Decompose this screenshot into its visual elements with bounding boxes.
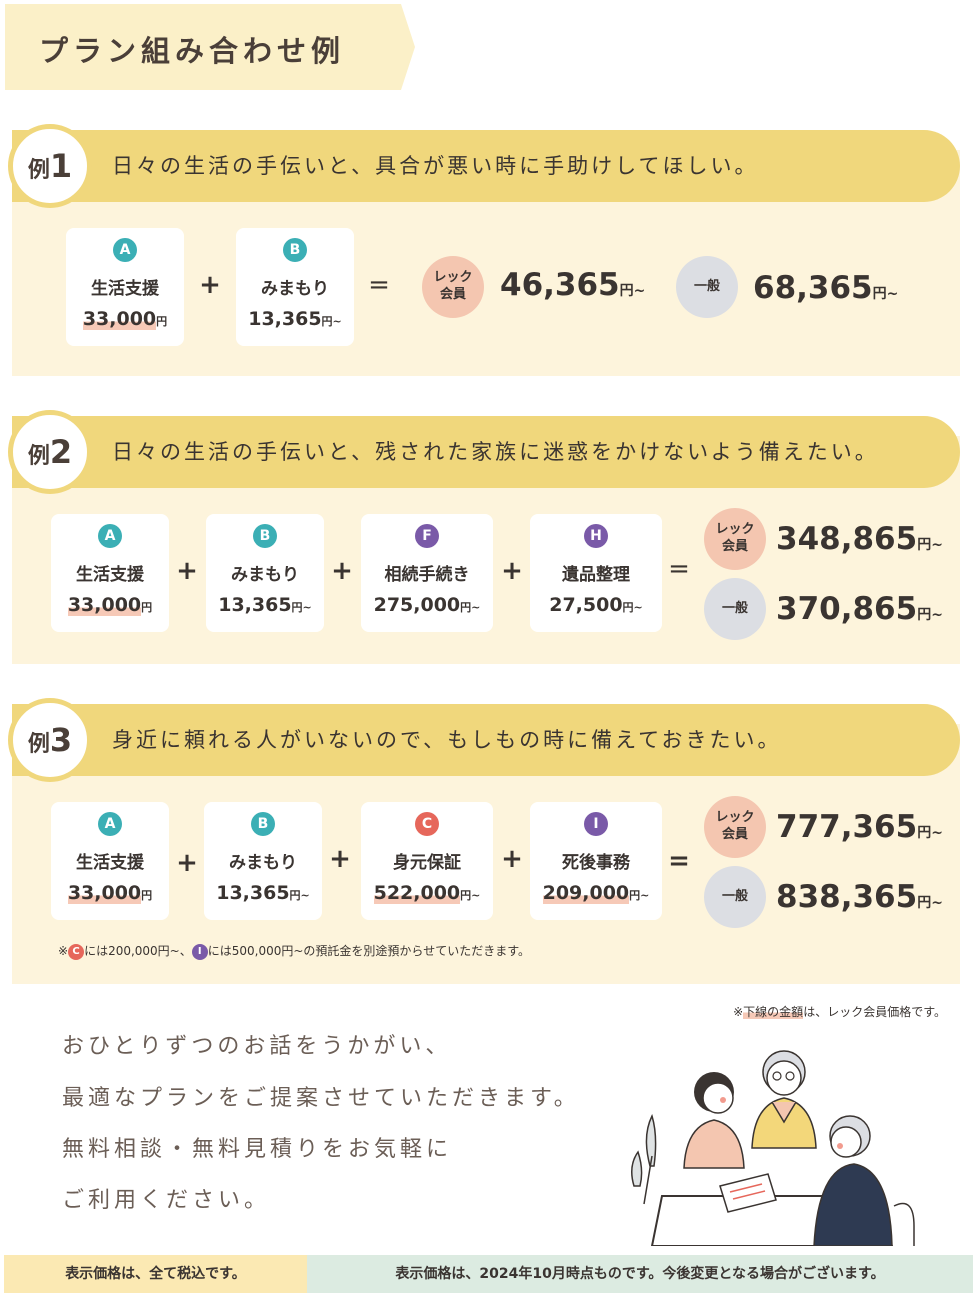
plan-name: 遺品整理 [562, 565, 630, 585]
plan-card-f: F 相続手続き 275,000円~ [361, 514, 493, 632]
example-3-header: 身近に頼れる人がいないので、もしもの時に備えておきたい。 [12, 704, 960, 776]
plan-name: みまもり [231, 565, 299, 585]
plus-sign: + [501, 556, 523, 586]
page-title: プラン組み合わせ例 [39, 34, 346, 68]
plan-badge-f: F [415, 524, 439, 548]
plan-price: 33,000円 [82, 308, 168, 330]
plan-badge-i: I [584, 812, 608, 836]
plan-badge-c: C [415, 812, 439, 836]
underline-note: ※下線の金額は、レック会員価格です。 [733, 1005, 946, 1019]
plan-price: 275,000円~ [373, 594, 481, 616]
plan-card-b: B みまもり 13,365円~ [236, 228, 354, 346]
example-3-badge: 例3 [8, 698, 92, 782]
plan-name: 生活支援 [91, 279, 159, 299]
example-1-badge: 例1 [8, 124, 92, 208]
plan-badge-h: H [584, 524, 608, 548]
equals-sign: = [368, 270, 390, 300]
example-2-section: 日々の生活の手伝いと、残された家族に迷惑をかけないよう備えたい。 例2 A 生活… [8, 410, 960, 664]
plan-badge-a: A [98, 812, 122, 836]
plan-price: 27,500円~ [549, 594, 643, 616]
example-number: 2 [49, 433, 73, 471]
member-price-label: レック 会員 [704, 508, 766, 570]
general-price-label: 一般 [704, 866, 766, 928]
plus-sign: + [331, 556, 353, 586]
equals-sign: = [668, 554, 690, 584]
plan-price: 13,365円~ [218, 594, 312, 616]
mini-badge-i: I [191, 943, 208, 960]
message-line-2: 最適なプランをご提案させていただきます。 [62, 1086, 580, 1111]
plus-sign: + [176, 556, 198, 586]
consultation-illustration [622, 1036, 922, 1247]
plan-name: 生活支援 [76, 565, 144, 585]
example-2-text: 日々の生活の手伝いと、残された家族に迷惑をかけないよう備えたい。 [112, 440, 879, 464]
example-1-text: 日々の生活の手伝いと、具合が悪い時に手助けしてほしい。 [112, 154, 759, 178]
plan-badge-b: B [253, 524, 277, 548]
plan-card-a: A 生活支援 33,000円 [51, 802, 169, 920]
plan-name: 相続手続き [384, 565, 470, 585]
example-label: 例 [27, 444, 50, 469]
deposit-note: ※ C には200,000円~、 I には500,000円~の預託金を別途預からせていた… [58, 943, 530, 960]
member-total: 777,365円~ [776, 809, 943, 845]
example-3-section: 身近に頼れる人がいないので、もしもの時に備えておきたい。 例3 A 生活支援 3… [8, 698, 960, 984]
plan-card-c: C 身元保証 522,000円~ [361, 802, 493, 920]
mini-badge-c: C [68, 943, 85, 960]
title-banner-shape [5, 4, 415, 90]
plan-card-h: H 遺品整理 27,500円~ [530, 514, 662, 632]
plus-sign: + [176, 848, 198, 878]
member-total: 348,865円~ [776, 521, 943, 557]
equals-sign: = [668, 846, 690, 876]
plan-card-b: B みまもり 13,365円~ [204, 802, 322, 920]
general-price-label: 一般 [676, 256, 738, 318]
footer-tax-note: 表示価格は、全て税込です。 [4, 1255, 307, 1293]
plan-badge-a: A [98, 524, 122, 548]
member-price-label: レック 会員 [704, 796, 766, 858]
plan-price: 33,000円 [67, 594, 153, 616]
plan-name: 身元保証 [393, 853, 461, 873]
plan-name: みまもり [229, 853, 297, 873]
footer-date-note: 表示価格は、2024年10月時点ものです。今後変更となる場合がございます。 [307, 1255, 973, 1293]
plan-price: 13,365円~ [216, 882, 310, 904]
member-price-label: レック 会員 [422, 256, 484, 318]
message-line-3: 無料相談・無料見積りをお気軽に [62, 1137, 453, 1162]
example-number: 3 [49, 721, 73, 759]
title-banner: プラン組み合わせ例 [5, 4, 415, 90]
plan-name: 生活支援 [76, 853, 144, 873]
plan-name: 死後事務 [562, 853, 630, 873]
plan-name: みまもり [261, 279, 329, 299]
plan-card-a: A 生活支援 33,000円 [51, 514, 169, 632]
general-total: 68,365円~ [753, 270, 899, 306]
plan-card-b: B みまもり 13,365円~ [206, 514, 324, 632]
example-1-section: 日々の生活の手伝いと、具合が悪い時に手助けしてほしい。 例1 A 生活支援 33… [8, 124, 960, 376]
plan-badge-a: A [113, 238, 137, 262]
plan-card-i: I 死後事務 209,000円~ [530, 802, 662, 920]
plan-price: 33,000円 [67, 882, 153, 904]
plan-badge-b: B [251, 812, 275, 836]
example-label: 例 [27, 158, 50, 183]
example-1-header: 日々の生活の手伝いと、具合が悪い時に手助けしてほしい。 [12, 130, 960, 202]
example-3-text: 身近に頼れる人がいないので、もしもの時に備えておきたい。 [112, 728, 782, 752]
example-2-header: 日々の生活の手伝いと、残された家族に迷惑をかけないよう備えたい。 [12, 416, 960, 488]
plus-sign: + [501, 844, 523, 874]
example-label: 例 [27, 732, 50, 757]
example-2-badge: 例2 [8, 410, 92, 494]
plan-price: 13,365円~ [248, 308, 342, 330]
plan-card-a: A 生活支援 33,000円 [66, 228, 184, 346]
message-line-4: ご利用ください。 [62, 1188, 271, 1213]
plus-sign: + [199, 270, 221, 300]
plan-price: 209,000円~ [542, 882, 650, 904]
plan-price: 522,000円~ [373, 882, 481, 904]
message-line-1: おひとりずつのお話をうかがい、 [62, 1034, 452, 1059]
example-number: 1 [49, 147, 73, 185]
member-total: 46,365円~ [500, 267, 646, 303]
general-price-label: 一般 [704, 578, 766, 640]
plus-sign: + [329, 844, 351, 874]
general-total: 838,365円~ [776, 879, 943, 915]
general-total: 370,865円~ [776, 591, 943, 627]
plan-badge-b: B [283, 238, 307, 262]
